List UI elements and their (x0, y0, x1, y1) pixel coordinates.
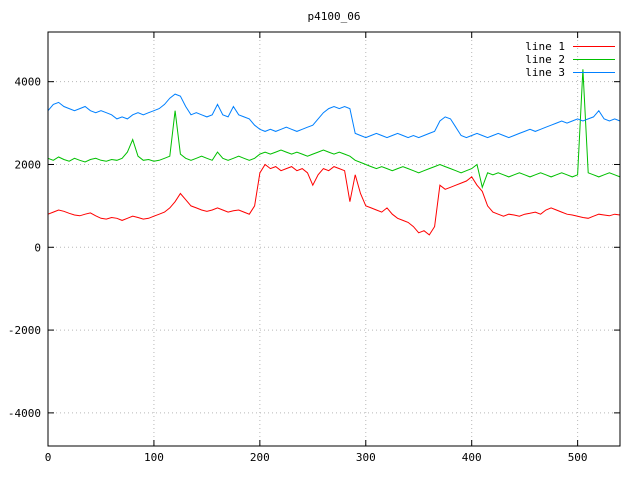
x-tick-label: 200 (250, 451, 270, 464)
legend-item-label: line 2 (525, 53, 565, 66)
legend-item: line 3 (525, 66, 615, 79)
legend-line-sample (573, 59, 615, 60)
legend-line-sample (573, 46, 615, 47)
legend-item: line 2 (525, 53, 615, 66)
x-tick-label: 500 (568, 451, 588, 464)
y-tick-label: -2000 (8, 324, 41, 337)
plot-border (47, 31, 621, 447)
y-tick-label: 2000 (15, 158, 42, 171)
series-line (47, 93, 621, 139)
y-tick-label: -4000 (8, 407, 41, 420)
y-tick-label: 0 (34, 241, 41, 254)
series-line (47, 69, 621, 190)
x-tick-label: 0 (45, 451, 52, 464)
legend-item-label: line 3 (525, 66, 565, 79)
x-tick-label: 300 (356, 451, 376, 464)
x-tick-label: 400 (462, 451, 482, 464)
x-tick-label: 100 (144, 451, 164, 464)
legend-item-label: line 1 (525, 40, 565, 53)
legend-line-sample (573, 72, 615, 73)
series-line (47, 163, 621, 236)
y-tick-label: 4000 (15, 76, 42, 89)
chart-title: p4100_06 (307, 10, 361, 23)
legend-item: line 1 (525, 40, 615, 53)
legend: line 1 line 2 line 3 (525, 40, 615, 79)
